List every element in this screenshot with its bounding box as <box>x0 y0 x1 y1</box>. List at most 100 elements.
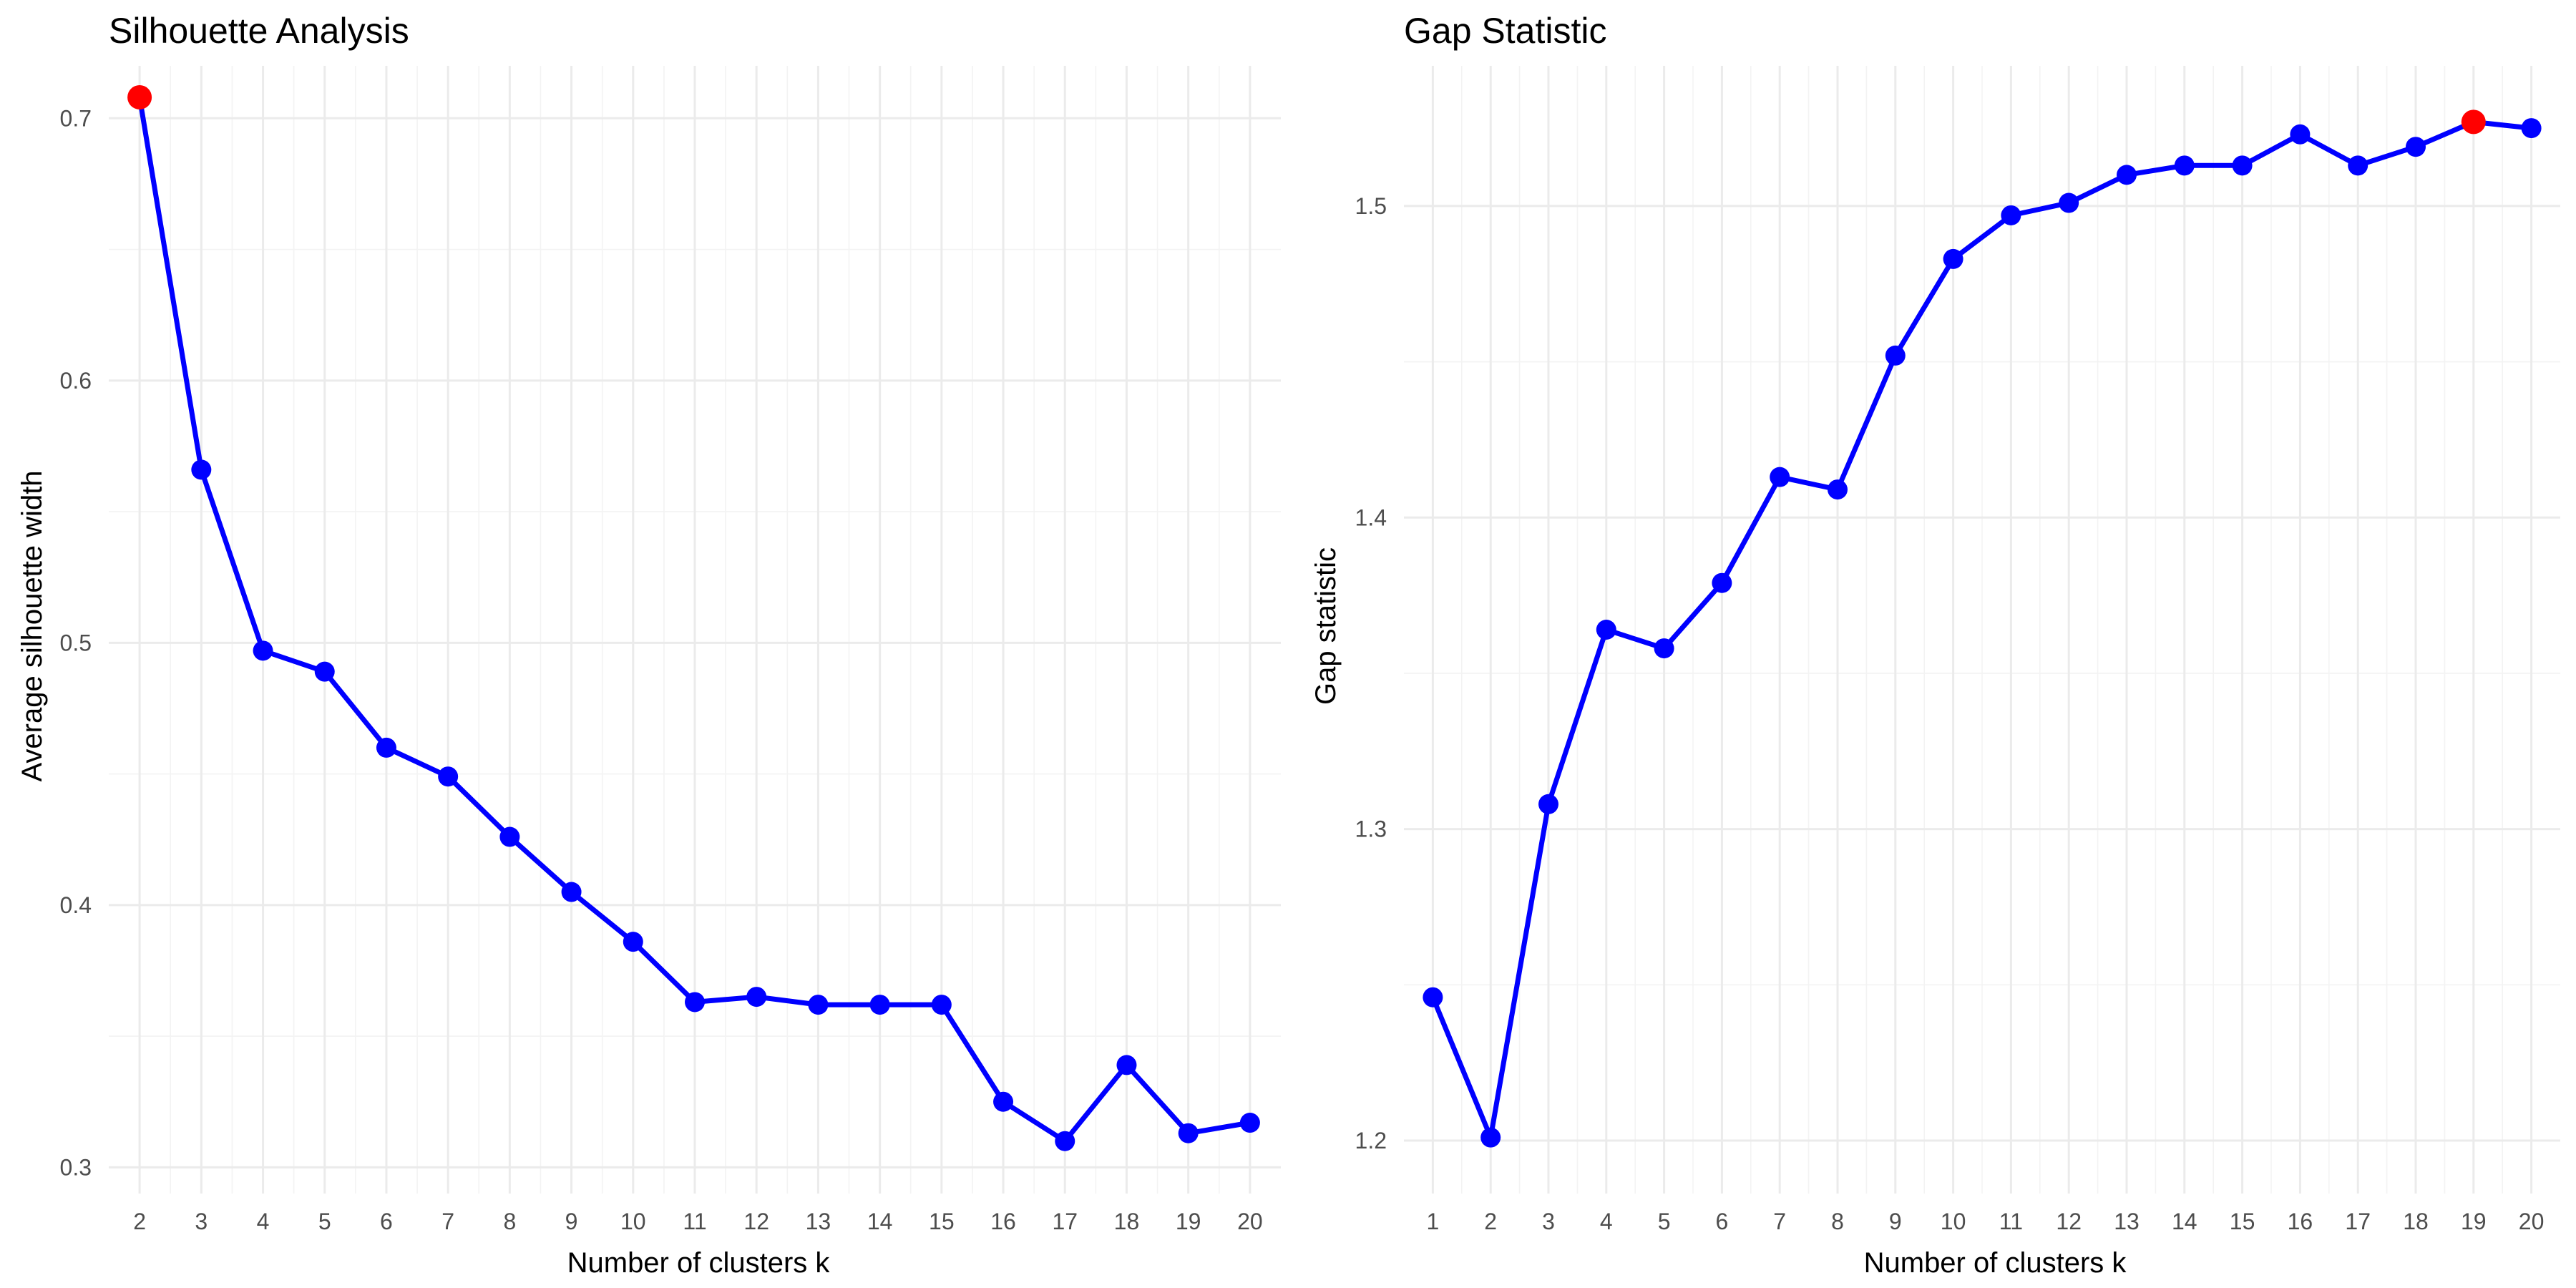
silhouette-title: Silhouette Analysis <box>109 11 409 51</box>
silhouette-highlight-point <box>127 84 152 109</box>
gap-data-point <box>2059 192 2079 213</box>
gap-data-point <box>1885 345 1906 366</box>
gap-series-line <box>1430 119 2534 1141</box>
gap-data-point <box>2174 155 2195 176</box>
silhouette-data-point <box>314 661 335 682</box>
gap-y-axis-label: Gap statistic <box>1310 547 1342 705</box>
gap-x-tick-label: 20 <box>2519 1209 2545 1234</box>
gap-x-tick-label: 1 <box>1427 1209 1440 1234</box>
gap-x-tick-label: 17 <box>2345 1209 2371 1234</box>
gap-y-ticks: 1.2 1.3 1.4 1.5 <box>1355 193 1387 1153</box>
gap-x-tick-label: 9 <box>1889 1209 1902 1234</box>
gap-grid <box>1404 66 2560 1194</box>
gap-data-point <box>2406 137 2426 157</box>
silhouette-data-point <box>376 737 396 758</box>
silhouette-x-tick-label: 12 <box>743 1209 769 1234</box>
gap-x-tick-label: 6 <box>1716 1209 1729 1234</box>
gap-data-point <box>2521 118 2542 139</box>
silhouette-data-point <box>1055 1131 1075 1151</box>
gap-statistic-panel: Gap Statistic 1 2 3 4 5 6 7 8 9 10 11 12 13 14 15 16 17 1… <box>1310 11 2560 1279</box>
gap-data-point <box>2290 124 2311 145</box>
gap-x-tick-label: 7 <box>1773 1209 1786 1234</box>
silhouette-x-tick-label: 4 <box>257 1209 270 1234</box>
silhouette-x-tick-label: 6 <box>380 1209 393 1234</box>
silhouette-grid <box>109 66 1281 1194</box>
silhouette-data-point <box>1178 1123 1199 1143</box>
silhouette-y-ticks: 0.3 0.4 0.5 0.6 0.7 <box>60 105 92 1180</box>
silhouette-y-axis-label: Average silhouette width <box>16 470 48 781</box>
silhouette-x-tick-label: 14 <box>867 1209 893 1234</box>
silhouette-data-point <box>1116 1055 1137 1075</box>
gap-x-tick-label: 10 <box>1941 1209 1966 1234</box>
silhouette-x-tick-label: 3 <box>195 1209 208 1234</box>
silhouette-x-tick-label: 19 <box>1176 1209 1201 1234</box>
silhouette-x-tick-label: 15 <box>929 1209 955 1234</box>
silhouette-data-point <box>253 640 273 661</box>
silhouette-y-tick-label: 0.7 <box>60 105 92 131</box>
gap-x-tick-label: 11 <box>1999 1209 2023 1234</box>
gap-data-point <box>1712 572 1732 593</box>
silhouette-x-tick-label: 7 <box>441 1209 454 1234</box>
gap-x-tick-label: 19 <box>2461 1209 2487 1234</box>
silhouette-x-ticks: 2 3 4 5 6 7 8 9 10 11 12 13 14 15 16 17 18 19 20 <box>133 1209 1262 1234</box>
gap-data-point <box>2232 155 2253 176</box>
gap-data-point <box>2117 165 2137 185</box>
gap-x-tick-label: 14 <box>2172 1209 2197 1234</box>
silhouette-x-tick-label: 8 <box>503 1209 516 1234</box>
silhouette-x-tick-label: 2 <box>133 1209 146 1234</box>
gap-x-tick-label: 12 <box>2056 1209 2082 1234</box>
gap-data-point <box>1943 248 1963 269</box>
gap-x-ticks: 1 2 3 4 5 6 7 8 9 10 11 12 13 14 15 16 17 18 19 20 <box>1427 1209 2545 1234</box>
gap-data-point <box>2001 205 2021 225</box>
gap-data-point <box>1480 1127 1501 1148</box>
silhouette-x-tick-label: 20 <box>1237 1209 1263 1234</box>
gap-x-axis-label: Number of clusters k <box>1864 1247 2127 1279</box>
silhouette-data-point <box>623 932 643 952</box>
silhouette-x-tick-label: 5 <box>318 1209 331 1234</box>
gap-title: Gap Statistic <box>1404 11 1606 51</box>
silhouette-x-tick-label: 13 <box>806 1209 831 1234</box>
silhouette-data-point <box>1239 1113 1260 1133</box>
gap-x-tick-label: 15 <box>2230 1209 2255 1234</box>
silhouette-x-tick-label: 16 <box>990 1209 1016 1234</box>
silhouette-data-point <box>438 766 459 787</box>
silhouette-data-point <box>561 882 582 902</box>
silhouette-data-point <box>685 992 705 1013</box>
gap-data-point <box>1828 479 1848 500</box>
gap-y-tick-label: 1.2 <box>1355 1128 1387 1153</box>
gap-y-tick-label: 1.5 <box>1355 193 1387 219</box>
silhouette-x-tick-label: 10 <box>620 1209 646 1234</box>
silhouette-panel: Silhouette Analysis 2 3 4 5 6 7 8 9 10 11 12 13 14 15… <box>16 11 1281 1279</box>
silhouette-y-tick-label: 0.3 <box>60 1154 92 1180</box>
silhouette-x-tick-label: 18 <box>1114 1209 1140 1234</box>
gap-data-point <box>1423 987 1443 1008</box>
gap-highlight-point <box>2461 109 2486 135</box>
silhouette-y-tick-label: 0.5 <box>60 630 92 655</box>
silhouette-data-point <box>993 1091 1014 1112</box>
silhouette-data-point <box>808 995 829 1015</box>
silhouette-data-point <box>191 459 212 480</box>
silhouette-data-point <box>499 826 520 847</box>
gap-y-tick-label: 1.4 <box>1355 504 1387 530</box>
silhouette-y-tick-label: 0.4 <box>60 892 92 918</box>
silhouette-data-point <box>931 995 952 1015</box>
gap-data-point <box>1770 467 1790 487</box>
silhouette-x-axis-label: Number of clusters k <box>567 1247 831 1279</box>
gap-x-tick-label: 13 <box>2114 1209 2140 1234</box>
silhouette-y-tick-label: 0.6 <box>60 368 92 394</box>
gap-data-point <box>1538 794 1558 814</box>
gap-x-tick-label: 8 <box>1831 1209 1844 1234</box>
silhouette-data-point <box>869 995 890 1015</box>
gap-data-point <box>2348 155 2368 176</box>
gap-data-point <box>1596 620 1616 640</box>
silhouette-x-tick-label: 9 <box>565 1209 578 1234</box>
gap-data-point <box>1654 638 1674 659</box>
gap-x-tick-label: 3 <box>1542 1209 1555 1234</box>
gap-x-tick-label: 18 <box>2403 1209 2429 1234</box>
gap-x-tick-label: 4 <box>1600 1209 1613 1234</box>
silhouette-x-tick-label: 17 <box>1052 1209 1078 1234</box>
gap-y-tick-label: 1.3 <box>1355 816 1387 842</box>
silhouette-x-tick-label: 11 <box>683 1209 706 1234</box>
